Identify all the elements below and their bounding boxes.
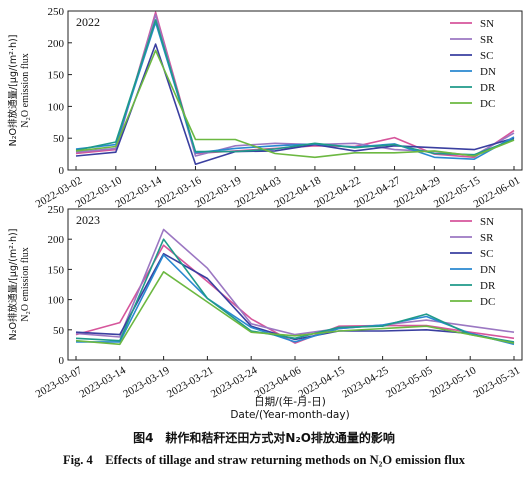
caption-cn: 图4 耕作和秸秆还田方式对N₂O排放通量的影响 xyxy=(133,430,395,445)
y-tick-label: 250 xyxy=(48,6,65,18)
legend-label-dr: DR xyxy=(480,280,496,292)
x-axis-title: 日期/(年-月-日) Date/(Year-month-day) xyxy=(230,395,349,421)
series-line-dr xyxy=(75,238,515,343)
legend-label-sc: SC xyxy=(480,50,493,62)
x-tick-label: 2023-04-25 xyxy=(340,364,391,400)
y-tick-label: 0 xyxy=(59,165,65,177)
x-tick-label: 2023-05-31 xyxy=(472,364,522,400)
series-line-dc xyxy=(75,49,515,159)
x-tick-label: 2023-03-24 xyxy=(209,364,260,400)
panel-2022: 0501001502002502022-03-022022-03-102022-… xyxy=(7,6,523,211)
x-tick-label: 2023-05-05 xyxy=(384,364,435,400)
y-axis-title-cn: N₂O排放通量/[μg/(m²·h)] xyxy=(7,229,19,341)
series-line-sr xyxy=(75,228,515,338)
y-axis-title-en: N₂O emission flux xyxy=(20,247,31,322)
x-axis-title-en: Date/(Year-month-day) xyxy=(230,409,349,421)
legend-label-sn: SN xyxy=(480,216,494,228)
series-line-dn xyxy=(75,21,515,160)
legend-label-dn: DN xyxy=(480,66,496,78)
y-tick-label: 100 xyxy=(48,295,65,307)
y-tick-label: 0 xyxy=(59,355,65,367)
caption-en: Fig. 4 Effects of tillage and straw retu… xyxy=(63,453,466,467)
y-tick-label: 100 xyxy=(48,101,65,113)
series-line-dc xyxy=(75,270,515,346)
legend-label-dc: DC xyxy=(480,98,495,110)
legend-label-dc: DC xyxy=(480,296,495,308)
plot-frame xyxy=(67,10,523,171)
legend-label-sr: SR xyxy=(480,232,494,244)
y-axis-title-en: N₂O emission flux xyxy=(20,53,31,128)
y-tick-label: 200 xyxy=(48,38,65,50)
series-line-dn xyxy=(76,254,515,346)
panel-label: 2023 xyxy=(76,213,100,227)
panel-2023: 0501001502002502023-03-072023-03-142023-… xyxy=(7,204,523,401)
x-tick-label: 2023-03-14 xyxy=(77,364,128,400)
series-line-sc xyxy=(75,43,515,166)
y-tick-label: 150 xyxy=(48,264,65,276)
y-tick-label: 200 xyxy=(48,234,65,246)
series-line-sc xyxy=(75,252,515,344)
x-tick-label: 2023-05-10 xyxy=(428,364,479,400)
panel-label: 2022 xyxy=(76,15,100,29)
series-line-dr xyxy=(75,19,515,156)
y-tick-label: 50 xyxy=(53,133,65,145)
y-axis-title-cn: N₂O排放通量/[μg/(m²·h)] xyxy=(7,35,19,147)
legend-label-dr: DR xyxy=(480,82,496,94)
x-axis-title-cn: 日期/(年-月-日) xyxy=(254,395,326,408)
y-tick-label: 50 xyxy=(53,325,65,337)
y-tick-label: 150 xyxy=(48,70,65,82)
y-tick-label: 250 xyxy=(48,204,65,216)
x-tick-label: 2023-03-07 xyxy=(34,364,85,400)
legend-label-sr: SR xyxy=(480,34,494,46)
legend-label-sc: SC xyxy=(480,248,493,260)
x-tick-label: 2023-03-21 xyxy=(165,364,215,400)
series-line-sn xyxy=(75,244,515,344)
x-tick-label: 2023-03-19 xyxy=(121,364,172,400)
legend-label-sn: SN xyxy=(480,18,494,30)
legend-label-dn: DN xyxy=(480,264,496,276)
